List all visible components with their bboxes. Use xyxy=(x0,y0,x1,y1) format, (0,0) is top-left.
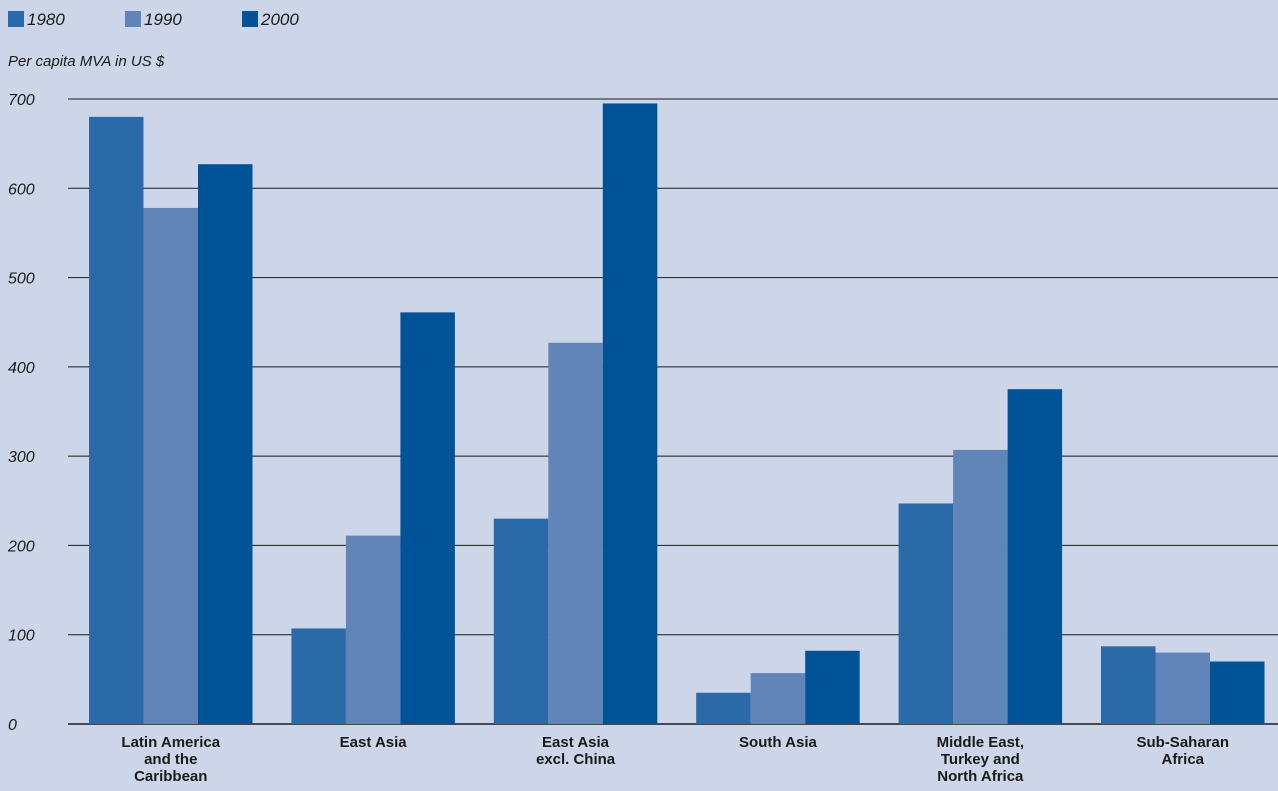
bar-1990-2 xyxy=(548,342,603,724)
bar-1990-0 xyxy=(143,207,198,724)
legend-label-2000: 2000 xyxy=(260,10,299,29)
legend-label-1980: 1980 xyxy=(27,10,65,29)
y-tick-400: 400 xyxy=(8,360,35,377)
gridlines xyxy=(68,98,1278,725)
bar-1990-4 xyxy=(953,449,1008,724)
x-tick-0: Latin America and the Caribbean xyxy=(121,734,220,785)
bar-1990-1 xyxy=(345,535,401,724)
legend-label-1990: 1990 xyxy=(144,10,182,29)
bar-1990-5 xyxy=(1155,652,1210,724)
bar-1980-4 xyxy=(898,503,954,724)
bars xyxy=(89,103,1265,725)
bar-1980-5 xyxy=(1101,646,1156,724)
bar-1990-3 xyxy=(750,673,806,724)
bar-1980-0 xyxy=(89,116,144,725)
y-tick-300: 300 xyxy=(8,449,35,466)
y-tick-200: 200 xyxy=(7,538,35,555)
y-axis-label: Per capita MVA in US $ xyxy=(8,53,165,70)
y-tick-100: 100 xyxy=(8,628,35,645)
y-tick-600: 600 xyxy=(8,181,35,198)
bar-2000-2 xyxy=(602,103,658,724)
x-tick-1: East Asia xyxy=(340,734,408,751)
legend-swatch-1990 xyxy=(125,11,141,27)
y-tick-0: 0 xyxy=(8,717,17,734)
legend: 1980 1990 2000 xyxy=(8,10,299,29)
bar-1980-2 xyxy=(493,518,549,724)
bar-2000-1 xyxy=(400,312,455,724)
x-tick-labels: Latin America and the Caribbean East Asia Ea… xyxy=(121,734,1229,785)
bar-2000-5 xyxy=(1210,661,1265,724)
x-tick-2: East Asia excl. China xyxy=(536,734,616,768)
y-tick-500: 500 xyxy=(8,271,35,288)
bar-2000-4 xyxy=(1007,389,1063,724)
legend-swatch-1980 xyxy=(8,11,24,27)
x-tick-5: Sub-Saharan Africa xyxy=(1136,734,1229,768)
x-tick-4: Middle East, Turkey and North Africa xyxy=(937,734,1025,785)
y-tick-labels: 0 100 200 300 400 500 600 700 xyxy=(7,92,35,734)
x-tick-3: South Asia xyxy=(739,734,817,751)
bar-2000-0 xyxy=(198,164,253,724)
legend-swatch-2000 xyxy=(242,11,258,27)
bar-2000-3 xyxy=(805,650,860,724)
bar-1980-3 xyxy=(696,692,751,724)
y-tick-700: 700 xyxy=(8,92,35,109)
bar-1980-1 xyxy=(291,628,346,724)
